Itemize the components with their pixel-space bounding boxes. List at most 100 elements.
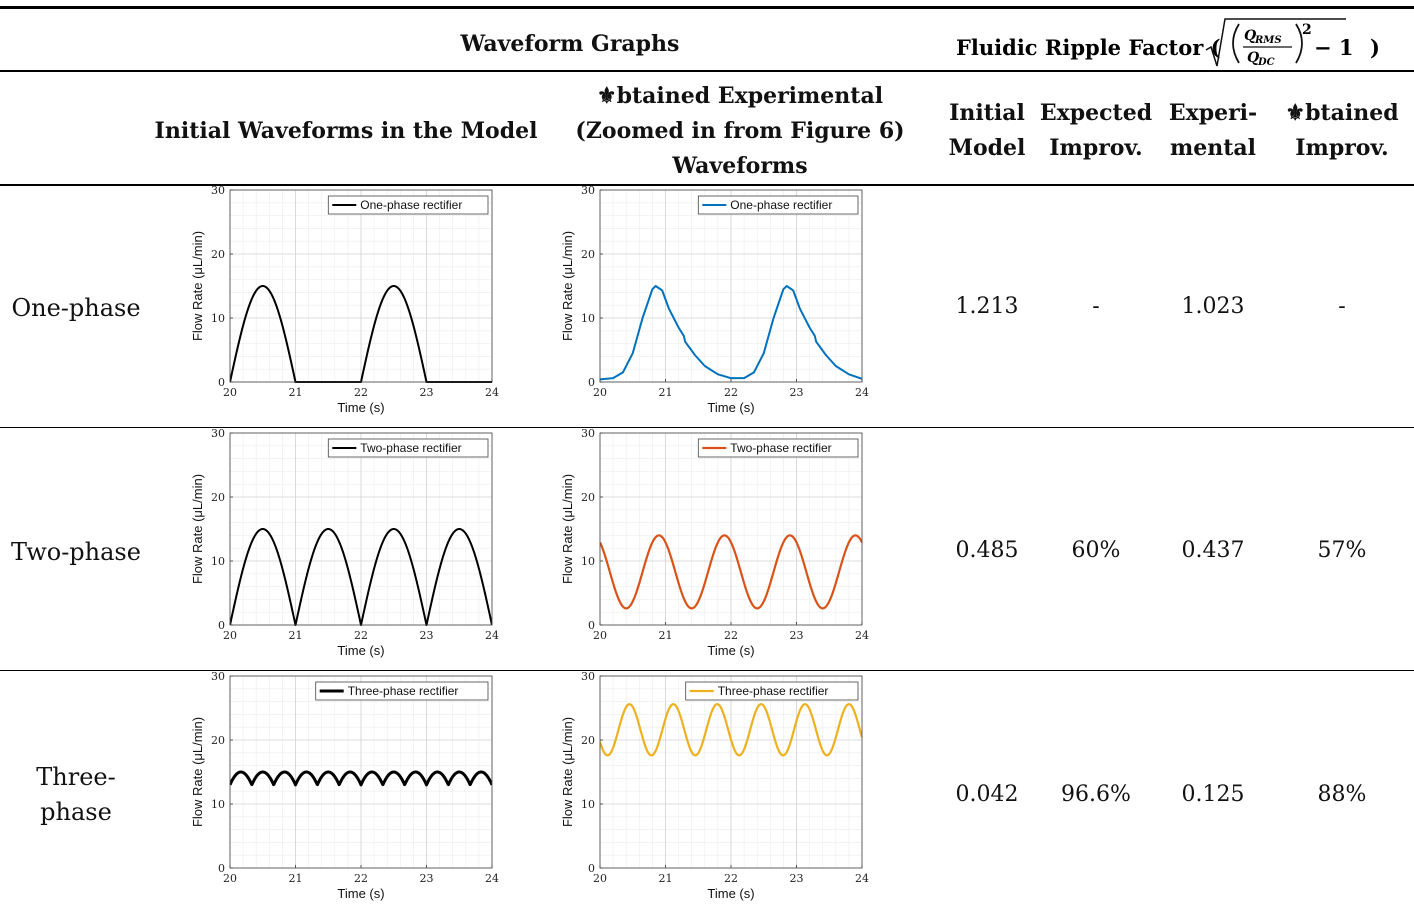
svg-text:2: 2 (1302, 22, 1312, 38)
x-tick-label: 20 (593, 872, 607, 885)
legend-box (685, 681, 859, 701)
col-obtained-line2: (Zoomed in from Figure 6) (575, 118, 905, 144)
legend-label: One-phase rectifier (730, 198, 832, 212)
legend-label: Three-phase rectifier (348, 684, 459, 698)
x-axis-label: Time (s) (707, 643, 754, 658)
x-tick-label: 24 (485, 629, 499, 642)
svg-text:DC: DC (1257, 57, 1275, 68)
row-label-two-phase: Two-phase (11, 538, 141, 566)
x-tick-label: 20 (593, 629, 607, 642)
chart-svg: 20 21 22 23 24 0 10 20 30 One-phase rectifier Time… (190, 184, 499, 415)
x-tick-label: 22 (724, 386, 738, 399)
svg-text:RMS: RMS (1254, 35, 1282, 46)
row2-experimental: 0.437 (1181, 538, 1245, 563)
x-tick-label: 24 (855, 386, 869, 399)
y-tick-label: 10 (581, 555, 595, 568)
x-tick-label: 22 (724, 629, 738, 642)
row2-initial-model: 0.485 (955, 538, 1019, 563)
x-tick-label: 23 (790, 386, 804, 399)
y-tick-label: 30 (581, 670, 595, 683)
x-tick-label: 23 (790, 872, 804, 885)
legend-label: Two-phase rectifier (730, 441, 831, 455)
row1-experimental: 1.023 (1181, 294, 1245, 319)
row-label-three-phase-1: Three- (36, 763, 116, 791)
col-initial-model-1: Initial (949, 100, 1025, 126)
series-line (600, 703, 862, 757)
y-axis-label: Flow Rate (μL/min) (560, 231, 575, 341)
y-tick-label: 30 (211, 184, 225, 197)
legend-label: Two-phase rectifier (360, 441, 461, 455)
legend-label: One-phase rectifier (360, 198, 462, 212)
chart-model-two-phase: 20 21 22 23 24 0 10 20 30 Two-phase rectifier Time… (184, 427, 504, 669)
legend-label: Three-phase rectifier (718, 684, 829, 698)
y-tick-label: 30 (581, 184, 595, 197)
y-tick-label: 0 (588, 619, 595, 632)
x-axis-label: Time (s) (707, 400, 754, 415)
legend-box (697, 438, 859, 458)
x-tick-label: 23 (420, 872, 434, 885)
legend-box (315, 681, 489, 701)
col-expected-2: Improv. (1049, 135, 1143, 161)
y-tick-label: 30 (581, 427, 595, 440)
y-tick-label: 0 (218, 619, 225, 632)
axes-box (229, 432, 493, 626)
y-tick-label: 10 (581, 312, 595, 325)
col-obtained-line3: Waveforms (672, 153, 808, 179)
svg-text:Q: Q (1247, 50, 1259, 66)
y-tick-label: 30 (211, 427, 225, 440)
legend-box (327, 195, 489, 215)
y-axis-label: Flow Rate (μL/min) (560, 717, 575, 827)
chart-model-three-phase: 20 21 22 23 24 0 10 20 30 Three-phase rectifier Ti… (184, 670, 504, 912)
y-tick-label: 20 (581, 248, 595, 261)
header-rule (0, 70, 1414, 72)
y-axis-label: Flow Rate (μL/min) (190, 474, 205, 584)
row3-initial-model: 0.042 (955, 782, 1019, 807)
y-tick-label: 20 (211, 491, 225, 504)
chart-svg: 20 21 22 23 24 0 10 20 30 One-phase rectifier Time… (560, 184, 869, 415)
col-initial-waveforms: Initial Waveforms in the Model (154, 118, 538, 144)
y-tick-label: 30 (211, 670, 225, 683)
y-tick-label: 0 (588, 862, 595, 875)
col-initial-model-2: Model (948, 135, 1026, 161)
svg-text:): ) (1370, 35, 1380, 60)
ripple-factor-header: Fluidic Ripple Factor ( Q RMS Q DC 2 − 1… (956, 16, 1412, 70)
x-tick-label: 21 (289, 629, 303, 642)
x-tick-label: 22 (354, 872, 368, 885)
chart-exp-one-phase: 20 21 22 23 24 0 10 20 30 One-phase rectifier Time… (554, 184, 874, 426)
row2-rule (0, 670, 1414, 671)
chart-exp-three-phase: 20 21 22 23 24 0 10 20 30 Three-phase rectifier Ti… (554, 670, 874, 912)
col-obtained-improv-1: ⚜btained (1285, 100, 1399, 126)
x-tick-label: 21 (659, 386, 673, 399)
chart-model-one-phase: 20 21 22 23 24 0 10 20 30 One-phase rectifier Time… (184, 184, 504, 426)
row1-expected: - (1092, 294, 1100, 319)
y-tick-label: 20 (581, 734, 595, 747)
chart-svg: 20 21 22 23 24 0 10 20 30 Three-phase rectifier Ti… (190, 670, 499, 901)
subheader-rule (0, 184, 1414, 186)
x-tick-label: 23 (420, 629, 434, 642)
col-obtained-improv-2: Improv. (1295, 135, 1389, 161)
ripple-factor-formula: Fluidic Ripple Factor ( Q RMS Q DC 2 − 1… (956, 18, 1380, 68)
chart-svg: 20 21 22 23 24 0 10 20 30 Three-phase rectifier Ti… (560, 670, 869, 901)
axes-box (599, 189, 863, 383)
y-tick-label: 10 (211, 798, 225, 811)
x-tick-label: 21 (659, 629, 673, 642)
x-tick-label: 22 (354, 629, 368, 642)
y-tick-label: 10 (211, 312, 225, 325)
x-tick-label: 20 (223, 872, 237, 885)
row2-obtained: 57% (1317, 538, 1367, 563)
row1-obtained: - (1338, 294, 1346, 319)
y-tick-label: 20 (211, 248, 225, 261)
y-tick-label: 20 (211, 734, 225, 747)
row1-rule (0, 427, 1414, 428)
y-tick-label: 20 (581, 491, 595, 504)
y-axis-label: Flow Rate (μL/min) (190, 717, 205, 827)
x-tick-label: 20 (223, 629, 237, 642)
waveform-graphs-header: Waveform Graphs (460, 31, 680, 57)
y-tick-label: 10 (211, 555, 225, 568)
row-label-three-phase-2: phase (40, 798, 112, 826)
row1-initial-model: 1.213 (955, 294, 1019, 319)
table-top-rule (0, 6, 1414, 9)
y-axis-label: Flow Rate (μL/min) (560, 474, 575, 584)
axes-box (229, 675, 493, 869)
x-tick-label: 21 (289, 872, 303, 885)
